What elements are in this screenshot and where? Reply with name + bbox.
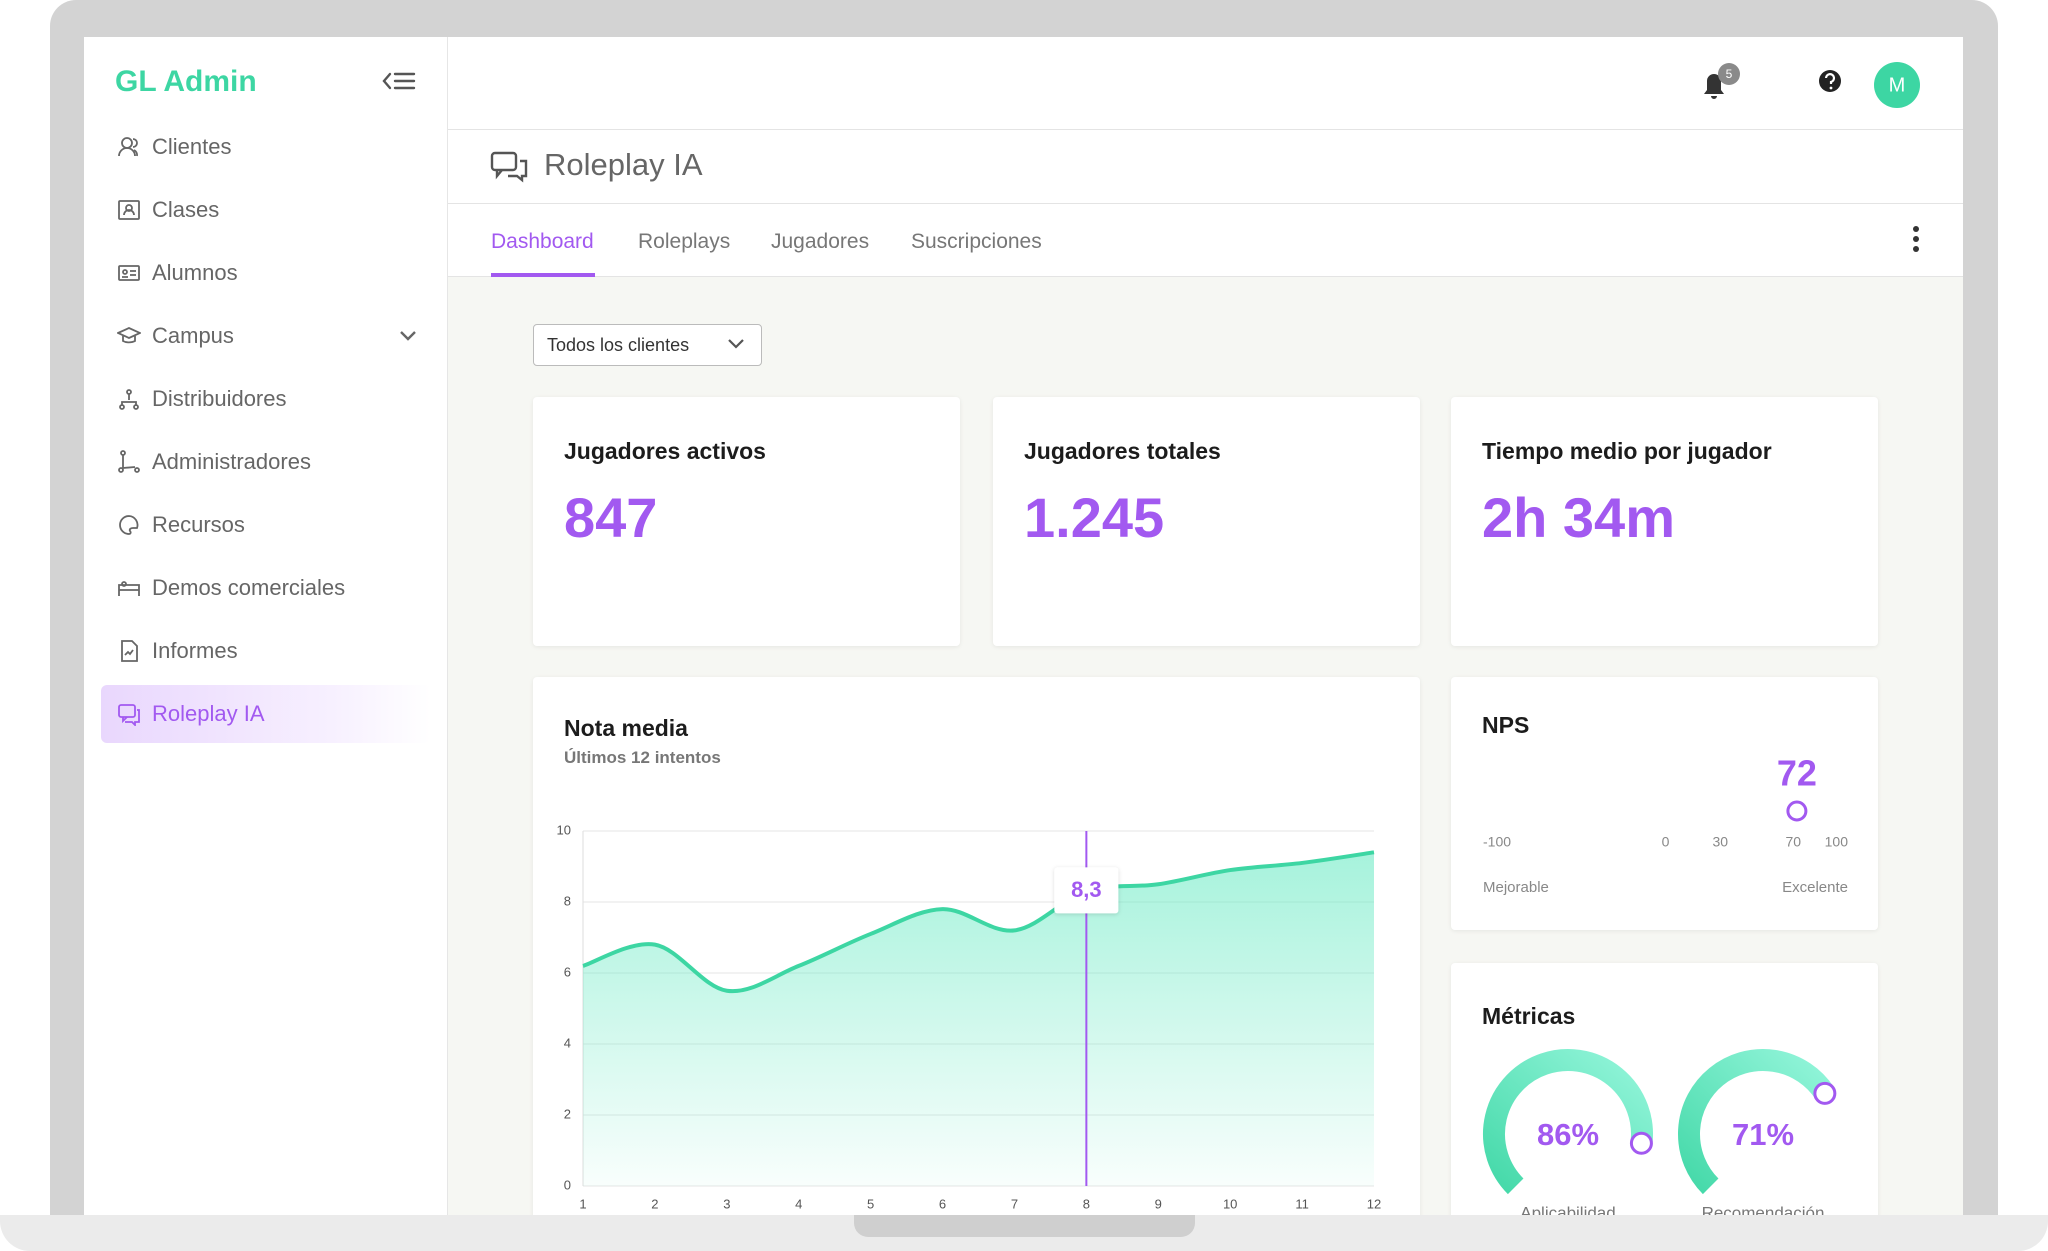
sidebar-label: Roleplay IA <box>152 701 265 726</box>
sidebar-item[interactable]: Campus <box>101 307 431 365</box>
card: Jugadores totales 1.245 <box>993 397 1420 646</box>
sidebar-label: Alumnos <box>152 260 238 285</box>
chart-title: Nota media <box>564 715 688 741</box>
card: Tiempo medio por jugador 2h 34m <box>1451 397 1878 646</box>
sidebar-item[interactable]: Clases <box>101 181 431 239</box>
tab[interactable]: Jugadores <box>771 230 870 253</box>
sidebar-label: Clases <box>152 197 220 222</box>
sidebar-icon <box>118 581 140 596</box>
sidebar-item[interactable]: Roleplay IA <box>101 685 431 743</box>
sidebar-icon <box>118 704 140 726</box>
tab[interactable]: Dashboard <box>491 230 594 253</box>
tab[interactable]: Suscripciones <box>911 230 1042 253</box>
kpi-label: Jugadores totales <box>1024 438 1221 464</box>
kpi-label: Jugadores activos <box>564 438 766 464</box>
sidebar-label: Administradores <box>152 449 311 474</box>
sidebar-icon <box>121 640 138 662</box>
sidebar-label: Demos comerciales <box>152 575 346 600</box>
card: Jugadores activos 847 <box>533 397 960 646</box>
screen: GL Admin Clientes Clases Alumnos Campus Distr… <box>84 37 1963 1215</box>
card: Métricas <box>1451 963 1878 1215</box>
brand: GL Admin <box>115 65 257 98</box>
top-bar <box>448 37 1963 130</box>
metrics-title: Métricas <box>1482 1003 1576 1029</box>
kpi-label: Tiempo medio por jugador <box>1482 438 1772 464</box>
sidebar-icon <box>117 327 141 344</box>
sidebar-label: Clientes <box>152 134 232 159</box>
sidebar-item[interactable]: Recursos <box>101 496 431 554</box>
sidebar-icon <box>118 137 138 157</box>
sidebar-label: Campus <box>152 323 234 348</box>
sidebar-label: Recursos <box>152 512 245 537</box>
chart-subtitle: Últimos 12 intentos <box>564 748 721 767</box>
laptop-notch <box>854 1215 1195 1237</box>
tab[interactable]: Roleplays <box>638 230 731 253</box>
sidebar-item[interactable]: Clientes <box>101 118 431 176</box>
sidebar-item[interactable]: Demos comerciales <box>101 559 431 617</box>
kpi-value: 2h 34m <box>1482 486 1675 549</box>
sidebar-label: Informes <box>152 638 238 663</box>
title-bar <box>448 130 1963 204</box>
card: Nota media Últimos 12 intentos <box>533 677 1420 1215</box>
sidebar <box>84 37 448 1215</box>
sidebar-icon <box>119 515 139 535</box>
sidebar-icon <box>118 200 140 220</box>
filter-dropdown[interactable]: Todos los clientes <box>533 324 762 366</box>
sidebar-item[interactable]: Administradores <box>101 433 431 491</box>
card: NPS <box>1451 677 1878 930</box>
sidebar-item[interactable]: Alumnos <box>101 244 431 302</box>
sidebar-icon <box>118 450 140 473</box>
nps-title: NPS <box>1482 712 1530 738</box>
kpi-value: 1.245 <box>1024 486 1165 549</box>
sidebar-icon <box>119 389 139 410</box>
sidebar-item[interactable]: Distribuidores <box>101 370 431 428</box>
kpi-value: 847 <box>564 486 658 549</box>
sidebar-item[interactable]: Informes <box>101 622 431 680</box>
sidebar-icon <box>118 265 140 281</box>
tab-bar <box>448 204 1963 277</box>
sidebar-label: Distribuidores <box>152 386 287 411</box>
page-title: Roleplay IA <box>544 147 703 182</box>
